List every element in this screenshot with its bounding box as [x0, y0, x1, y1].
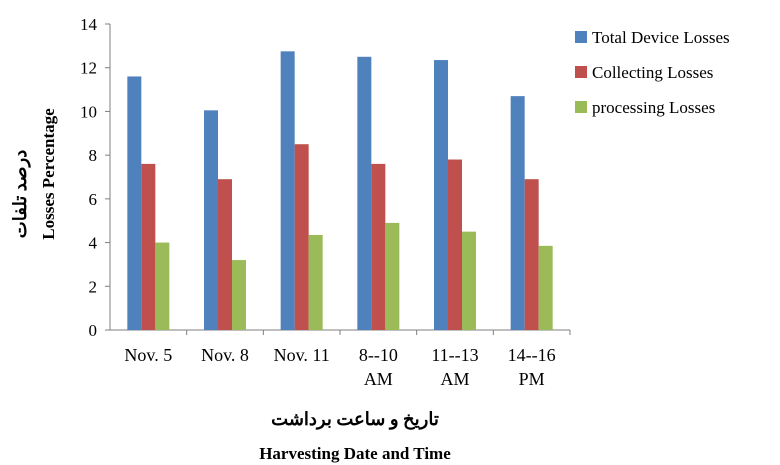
- legend-label: Collecting Losses: [592, 63, 713, 82]
- x-category-label: Nov. 8: [201, 345, 249, 365]
- bar-total-device-losses: [510, 96, 525, 330]
- x-axis-labels: Nov. 5 Nov. 8 Nov. 11 8--10 AM 11--13 AM 14--16…: [124, 345, 555, 389]
- y-axis-ticks: 0 2 4 6 8 10 12 14: [80, 15, 110, 340]
- bar-total-device-losses: [204, 110, 218, 330]
- x-category-label: 8--10: [359, 345, 398, 365]
- bar-collecting-losses: [141, 163, 156, 330]
- x-category-label: 11--13: [431, 345, 478, 365]
- bar-processing-losses: [538, 245, 553, 330]
- bar-total-device-losses: [357, 56, 372, 331]
- y-tick-label: 8: [89, 146, 98, 165]
- y-tick-label: 12: [80, 59, 97, 78]
- legend-swatch: [575, 31, 587, 43]
- x-category-label: 14--16: [508, 345, 556, 365]
- y-axis-title-en: Losses Percentage: [39, 108, 58, 240]
- x-category-label: Nov. 5: [124, 345, 172, 365]
- y-axis-title-fa: درصد تلفات: [10, 150, 31, 238]
- x-axis-title-fa: تاریخ و ساعت برداشت: [271, 409, 439, 430]
- bar-collecting-losses: [524, 179, 539, 330]
- x-category-label: Nov. 11: [274, 345, 330, 365]
- legend-label: processing Losses: [592, 98, 715, 117]
- y-tick-label: 6: [89, 190, 98, 209]
- bar-processing-losses: [385, 222, 400, 330]
- bar-processing-losses: [155, 242, 170, 330]
- legend-swatch: [575, 66, 587, 78]
- x-category-label: PM: [519, 369, 545, 389]
- plot-area: [109, 24, 571, 335]
- x-axis-title-en: Harvesting Date and Time: [259, 444, 451, 463]
- bar-total-device-losses: [280, 51, 295, 330]
- bar-processing-losses: [462, 231, 476, 330]
- legend-label: Total Device Losses: [592, 28, 730, 47]
- legend-swatch: [575, 101, 587, 113]
- bar-processing-losses: [232, 260, 246, 330]
- bar-total-device-losses: [127, 76, 142, 330]
- bar-total-device-losses: [434, 60, 448, 331]
- bars: [127, 51, 553, 331]
- x-category-label: AM: [364, 369, 393, 389]
- bar-collecting-losses: [371, 163, 386, 330]
- y-tick-label: 4: [89, 234, 98, 253]
- x-category-label: AM: [440, 369, 469, 389]
- bar-collecting-losses: [448, 159, 462, 330]
- y-tick-label: 2: [89, 277, 98, 296]
- y-tick-label: 0: [89, 321, 98, 340]
- bar-processing-losses: [308, 234, 323, 330]
- bar-collecting-losses: [218, 179, 232, 330]
- y-tick-label: 14: [80, 15, 98, 34]
- bar-collecting-losses: [294, 144, 309, 330]
- legend: Total Device Losses Collecting Losses proc…: [575, 28, 730, 117]
- y-tick-label: 10: [80, 102, 97, 121]
